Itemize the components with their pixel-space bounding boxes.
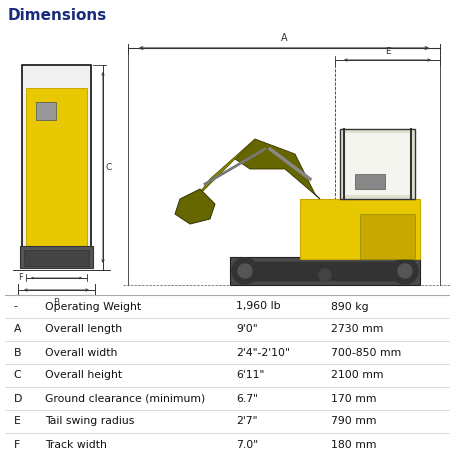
Circle shape	[319, 269, 331, 281]
Text: 180 mm: 180 mm	[331, 439, 377, 449]
Circle shape	[232, 258, 258, 284]
Text: 2730 mm: 2730 mm	[331, 325, 384, 335]
Text: 2'4"-2'10": 2'4"-2'10"	[236, 347, 290, 357]
Bar	[360, 214, 415, 259]
Text: 6'11": 6'11"	[236, 370, 265, 380]
Text: 1,960 lb: 1,960 lb	[236, 301, 281, 311]
Polygon shape	[175, 189, 215, 224]
Bar	[24, 250, 89, 266]
Text: Overall width: Overall width	[45, 347, 118, 357]
Bar	[344, 133, 411, 195]
Bar	[36, 102, 56, 120]
Text: E: E	[14, 416, 20, 426]
Text: E: E	[385, 47, 390, 56]
Polygon shape	[195, 139, 255, 199]
Text: C: C	[106, 163, 112, 172]
Text: B: B	[54, 298, 59, 307]
Text: 890 kg: 890 kg	[331, 301, 369, 311]
Text: A: A	[281, 33, 287, 43]
Circle shape	[392, 258, 418, 284]
Circle shape	[398, 264, 412, 278]
Text: F: F	[18, 273, 23, 282]
Text: 790 mm: 790 mm	[331, 416, 377, 426]
Text: 700-850 mm: 700-850 mm	[331, 347, 402, 357]
Text: Ground clearance (minimum): Ground clearance (minimum)	[45, 394, 206, 404]
Bar	[355, 174, 385, 189]
Text: Operating Weight: Operating Weight	[45, 301, 142, 311]
Text: Overall height: Overall height	[45, 370, 123, 380]
Text: 2100 mm: 2100 mm	[331, 370, 384, 380]
Text: 7.0": 7.0"	[236, 439, 258, 449]
Text: C: C	[14, 370, 21, 380]
Text: Tail swing radius: Tail swing radius	[45, 416, 135, 426]
Text: 9'0": 9'0"	[236, 325, 258, 335]
Circle shape	[238, 264, 252, 278]
Text: 2'7": 2'7"	[236, 416, 257, 426]
Text: D: D	[14, 394, 22, 404]
Text: Dimensions: Dimensions	[8, 8, 107, 23]
Bar	[22, 65, 91, 250]
Text: B: B	[14, 347, 21, 357]
Bar	[300, 199, 420, 259]
Text: A: A	[14, 325, 21, 335]
Polygon shape	[235, 139, 320, 199]
Text: Track width: Track width	[45, 439, 107, 449]
Text: 170 mm: 170 mm	[331, 394, 377, 404]
Text: F: F	[14, 439, 20, 449]
Bar	[20, 246, 93, 268]
Bar	[26, 88, 87, 248]
Text: -: -	[14, 301, 18, 311]
Bar	[340, 129, 415, 199]
Bar	[235, 261, 415, 281]
Text: 6.7": 6.7"	[236, 394, 258, 404]
Bar	[230, 257, 420, 285]
Text: Overall length: Overall length	[45, 325, 123, 335]
